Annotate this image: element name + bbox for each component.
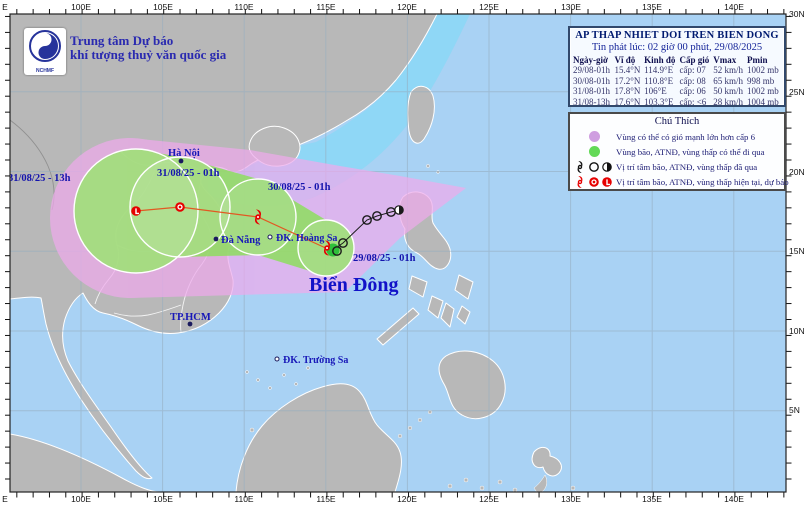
label-time-31-13: 31/08/25 - 13h <box>8 173 71 184</box>
low-forecast-icon <box>130 205 142 217</box>
svg-text:135E: 135E <box>642 494 662 504</box>
logo-caption: NCHMF <box>35 68 55 74</box>
svg-text:110E: 110E <box>234 494 254 504</box>
svg-text:25N: 25N <box>789 87 805 97</box>
palawan-island <box>376 307 420 346</box>
svg-text:120E: 120E <box>397 494 417 504</box>
svg-text:115E: 115E <box>316 494 336 504</box>
city-markers <box>178 158 219 327</box>
bulletin-info-box: AP THAP NHIET DOI TREN BIEN DONG Tin phá… <box>568 26 786 107</box>
org-name: Trung tâm Dự báo khí tượng thuỷ văn quốc… <box>70 34 226 62</box>
svg-text:125E: 125E <box>479 494 499 504</box>
svg-text:15N: 15N <box>789 246 805 256</box>
svg-text:110E: 110E <box>234 2 254 12</box>
label-time-29-01: 29/08/25 - 01h <box>353 253 416 264</box>
nchmf-logo: NCHMF <box>24 28 66 75</box>
forecast-track-line <box>135 206 331 251</box>
latitude-labels-right: 30N 25N 20N 15N 10N 5N <box>789 9 805 415</box>
svg-text:120E: 120E <box>397 2 417 12</box>
violet-circle-icon <box>572 131 616 142</box>
svg-text:100E: 100E <box>71 494 91 504</box>
small-islands <box>245 164 576 492</box>
col-pmin: Pmin <box>747 55 768 65</box>
svg-text:130E: 130E <box>561 2 581 12</box>
label-hanoi: Hà Nội <box>168 148 200 159</box>
svg-text:105E: 105E <box>153 494 173 504</box>
mindoro-island <box>408 275 428 298</box>
past-track-line <box>332 209 400 251</box>
svg-text:135E: 135E <box>642 2 662 12</box>
legend-item-track-zone: Vùng bão, ATNĐ, vùng thấp có thể đi qua <box>572 144 782 159</box>
svg-text:10N: 10N <box>789 326 805 336</box>
legend-item-current-positions: Vị trí tâm bão, ATNĐ, vùng thấp hiện tại… <box>572 174 789 190</box>
atnd-forecast-icon <box>174 201 186 213</box>
svg-text:E: E <box>2 2 8 12</box>
samar-island <box>454 274 474 300</box>
label-time-31-01: 31/08/25 - 01h <box>157 168 220 179</box>
org-name-line1: Trung tâm Dự báo <box>70 33 174 48</box>
legend-box: Chú Thích Vùng có thể có gió mạnh lớn hơ… <box>568 112 789 191</box>
longitude-labels-top: E 100E 105E 110E 115E 120E 125E 130E 135… <box>2 2 744 12</box>
svg-text:115E: 115E <box>316 2 336 12</box>
nchmf-logo-icon <box>29 30 61 62</box>
bulletin-issue-time: Tin phát lúc: 02 giờ 00 phút, 29/08/2025 <box>591 42 763 53</box>
table-row: 30/08-01h 17.2°N 110.8°E cấp: 08 65 km/h… <box>573 75 775 86</box>
forecast-table-header: Ngày-giờ Vĩ độ Kinh độ Cấp gió Vmax Pmin <box>572 55 782 65</box>
green-circle-icon <box>572 146 616 157</box>
col-datetime: Ngày-giờ <box>573 55 608 65</box>
label-hcmc: TP.HCM <box>170 312 211 323</box>
svg-text:100E: 100E <box>71 2 91 12</box>
leyte-island <box>456 305 471 325</box>
black-track-symbols-icon <box>572 159 616 175</box>
red-track-symbols-icon <box>572 174 616 190</box>
panay-island <box>427 295 444 319</box>
svg-text:130E: 130E <box>561 494 581 504</box>
col-lat: Vĩ độ <box>614 55 636 65</box>
svg-text:125E: 125E <box>479 2 499 12</box>
table-row: 31/08-13h 17.6°N 103.3°E cấp: <6 28 km/h… <box>573 96 779 107</box>
svg-text:20N: 20N <box>789 167 805 177</box>
col-lon: Kinh độ <box>644 55 676 65</box>
svg-text:E: E <box>2 494 8 504</box>
legend-title: Chú Thích <box>654 116 700 127</box>
label-danang: Đà Nẵng <box>221 235 261 246</box>
axis-ticks <box>5 9 792 498</box>
table-row: 31/08-01h 17.8°N 106°E cấp: 06 50 km/h 1… <box>573 86 779 96</box>
forecast-table: Ngày-giờ Vĩ độ Kinh độ Cấp gió Vmax Pmin… <box>572 55 782 107</box>
svg-text:140E: 140E <box>724 2 744 12</box>
svg-text:140E: 140E <box>724 494 744 504</box>
label-truongsa: ĐK. Trường Sa <box>283 355 348 366</box>
truongsa-marker <box>274 356 280 362</box>
negros-island <box>440 302 455 328</box>
svg-text:105E: 105E <box>153 2 173 12</box>
col-wind-level: Cấp gió <box>679 55 710 65</box>
org-name-line2: khí tượng thuỷ văn quốc gia <box>70 47 227 62</box>
legend-item-past-positions: Vị trí tâm bão, ATNĐ, vùng thấp đã qua <box>572 159 782 174</box>
col-vmax: Vmax <box>713 55 737 65</box>
bulletin-title: AP THAP NHIET DOI TREN BIEN DONG <box>575 30 779 41</box>
sulawesi-island <box>531 446 562 477</box>
label-hoangsa: ĐK. Hoàng Sa <box>276 233 337 244</box>
label-biendong: Biển Đông <box>309 274 398 296</box>
svg-text:5N: 5N <box>789 405 800 415</box>
table-row: 29/08-01h 15.4°N 114.9°E cấp: 07 52 km/h… <box>573 65 779 75</box>
longitude-labels-bottom: E 100E 105E 110E 115E 120E 125E 130E 135… <box>2 494 744 504</box>
legend-item-wind-zone: Vùng có thể có gió mạnh lớn hơn cấp 6 <box>572 129 782 144</box>
label-time-30-01: 30/08/25 - 01h <box>268 182 331 193</box>
hoangsa-marker <box>267 234 273 240</box>
svg-text:30N: 30N <box>789 9 805 19</box>
